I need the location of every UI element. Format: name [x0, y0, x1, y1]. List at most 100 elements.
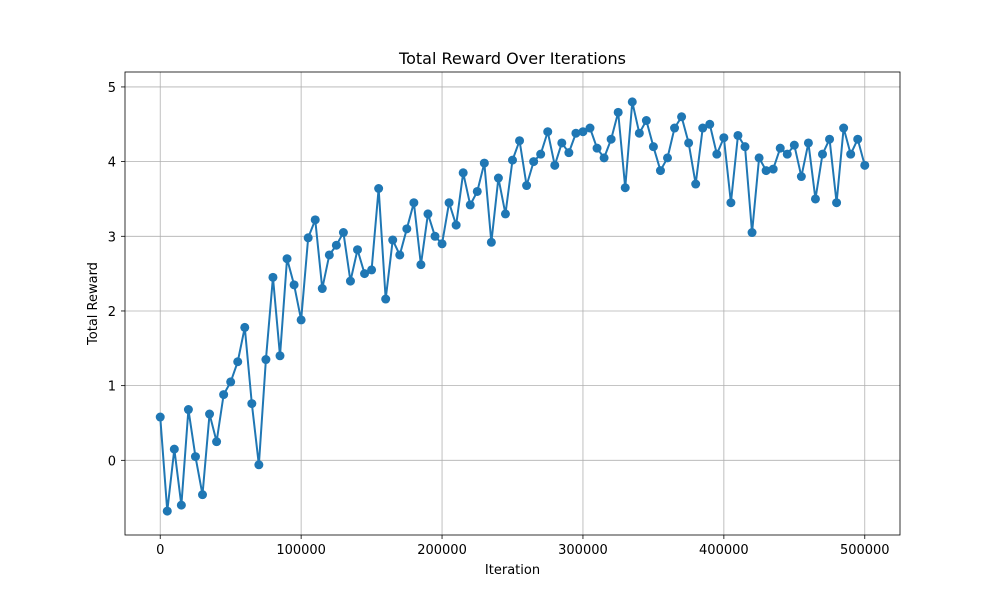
data-point	[684, 138, 694, 148]
x-tick-label: 100000	[276, 543, 326, 558]
data-point	[303, 233, 313, 243]
data-point	[599, 153, 609, 163]
y-tick-label: 2	[108, 305, 116, 320]
x-tick-label: 0	[156, 543, 164, 558]
data-point	[522, 181, 532, 191]
data-point	[705, 119, 715, 129]
data-point	[719, 133, 729, 143]
data-point	[648, 142, 658, 152]
series-layer	[155, 97, 870, 516]
grid	[125, 72, 900, 535]
chart-title: Total Reward Over Iterations	[398, 49, 626, 68]
data-point	[183, 405, 193, 415]
data-point	[550, 160, 560, 170]
data-point	[162, 506, 172, 516]
data-point	[606, 134, 616, 144]
data-point	[247, 399, 257, 409]
data-point	[592, 143, 602, 153]
data-point	[458, 168, 468, 178]
data-point	[402, 224, 412, 234]
data-point	[289, 280, 299, 290]
data-point	[670, 123, 680, 133]
data-point	[775, 143, 785, 153]
data-point	[345, 276, 355, 286]
data-point	[860, 160, 870, 170]
data-point	[176, 500, 186, 510]
x-axis-label: Iteration	[485, 563, 540, 578]
data-point	[663, 153, 672, 163]
data-point	[261, 355, 271, 365]
data-point	[451, 220, 461, 230]
x-tick-label: 500000	[840, 543, 890, 558]
data-point	[205, 409, 215, 419]
data-point	[853, 134, 863, 144]
data-point	[275, 351, 285, 361]
data-point	[832, 198, 842, 208]
data-point	[641, 116, 651, 126]
data-point	[740, 142, 750, 152]
data-point	[155, 412, 165, 422]
data-point	[409, 198, 419, 208]
data-point	[472, 186, 482, 196]
data-point	[212, 437, 222, 447]
data-point	[331, 240, 341, 250]
data-point	[233, 357, 243, 367]
data-point	[768, 164, 778, 174]
y-tick-label: 1	[108, 380, 116, 395]
data-point	[529, 157, 539, 167]
data-point	[219, 390, 229, 400]
plot-frame	[124, 71, 901, 536]
data-point	[578, 127, 588, 137]
x-tick-label: 200000	[417, 543, 467, 558]
y-tick-label: 4	[108, 156, 116, 171]
data-point	[500, 209, 510, 219]
data-point	[310, 215, 320, 225]
data-point	[395, 250, 405, 260]
data-point	[726, 198, 736, 208]
data-point	[444, 198, 454, 208]
data-point	[825, 134, 835, 144]
data-point	[374, 184, 384, 193]
data-point	[479, 158, 489, 168]
data-point	[803, 138, 813, 148]
data-point	[543, 127, 553, 137]
data-point	[296, 315, 306, 325]
data-point	[198, 490, 207, 500]
data-point	[761, 166, 771, 176]
data-point	[585, 123, 595, 133]
data-point	[169, 444, 179, 454]
data-point	[810, 194, 820, 204]
data-point	[627, 97, 637, 107]
data-point	[360, 269, 370, 279]
data-point	[698, 123, 708, 133]
data-point	[465, 200, 475, 210]
data-point	[268, 272, 278, 282]
data-point	[515, 136, 525, 146]
data-point	[317, 284, 327, 294]
data-point	[634, 128, 644, 138]
data-point	[754, 153, 764, 163]
data-point	[712, 149, 722, 159]
data-point	[655, 166, 665, 176]
data-point	[536, 149, 546, 159]
data-point	[381, 294, 391, 304]
data-point	[620, 183, 630, 193]
data-point	[677, 112, 687, 122]
data-point	[423, 209, 433, 219]
y-tick-label: 5	[108, 81, 116, 96]
x-tick-label: 300000	[558, 543, 608, 558]
y-axis-label: Total Reward	[86, 262, 101, 346]
ticks: 0 100000 200000 300000 400000 500000 0 1 2 3 4 5	[108, 81, 890, 558]
data-point	[282, 254, 292, 264]
data-point	[846, 149, 856, 159]
data-point	[226, 377, 236, 387]
data-point	[613, 107, 623, 117]
data-point	[388, 235, 398, 245]
data-point	[818, 149, 827, 159]
data-point	[789, 140, 799, 150]
data-point	[733, 130, 743, 140]
y-tick-label: 0	[108, 454, 116, 469]
data-point	[324, 250, 334, 260]
data-point	[437, 239, 447, 249]
